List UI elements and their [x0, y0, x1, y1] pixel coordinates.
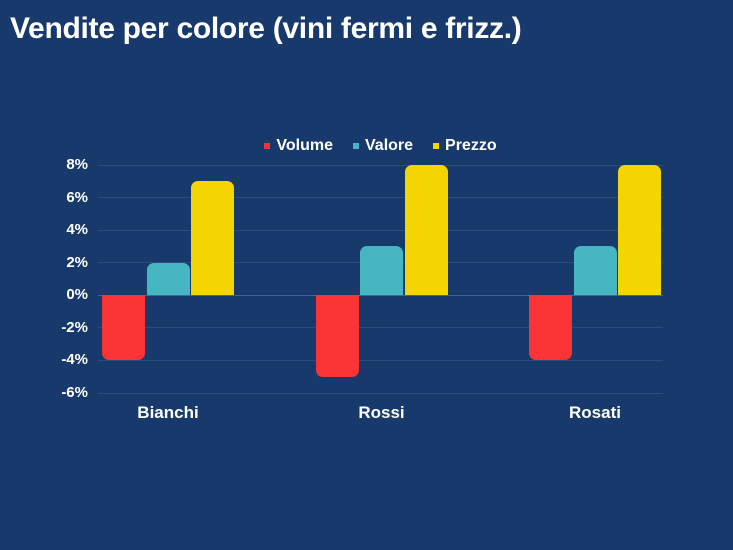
legend-marker-volume: [264, 143, 271, 149]
legend-label: Volume: [276, 137, 333, 154]
y-tick-label: -2%: [61, 318, 88, 336]
legend-item-volume: Volume: [264, 137, 333, 155]
bar-bianchi-valore: [146, 262, 190, 296]
gridline: [98, 229, 663, 231]
bar-rossi-valore: [360, 246, 403, 296]
gridline: [98, 197, 663, 199]
bar-rossi-volume: [315, 295, 359, 377]
legend-label: Prezzo: [445, 137, 497, 154]
zero-gridline: [98, 294, 663, 296]
y-tick-label: 8%: [66, 156, 88, 173]
chart-legend: Volume Valore Prezzo: [98, 137, 663, 155]
chart-title: Vendite per colore (vini fermi e frizz.): [10, 12, 522, 45]
legend-item-valore: Valore: [353, 137, 413, 155]
gridline: [98, 164, 663, 166]
gridline: [98, 327, 663, 329]
legend-marker-valore: [353, 143, 359, 149]
y-tick-label: 0%: [66, 286, 88, 304]
legend-label: Valore: [365, 137, 414, 154]
legend-item-prezzo: Prezzo: [433, 137, 497, 155]
y-tick-label: -6%: [61, 384, 88, 401]
y-tick-label: -4%: [61, 351, 88, 369]
bar-rosati-volume: [529, 295, 572, 361]
y-tick-label: 2%: [66, 253, 88, 271]
x-category-label-bianchi: Bianchi: [137, 403, 199, 422]
gridline: [98, 359, 663, 361]
bar-bianchi-prezzo: [191, 181, 234, 296]
bar-rossi-prezzo: [404, 165, 448, 296]
y-tick-label: 4%: [66, 221, 88, 239]
bar-bianchi-volume: [102, 295, 145, 361]
bar-rosati-valore: [573, 246, 617, 296]
bar-rosati-prezzo: [618, 165, 661, 296]
y-tick-label: 6%: [66, 188, 88, 206]
legend-marker-prezzo: [433, 143, 440, 149]
gridline: [98, 392, 663, 394]
x-category-label-rosati: Rosati: [569, 403, 621, 422]
x-category-label-rossi: Rossi: [358, 403, 405, 422]
